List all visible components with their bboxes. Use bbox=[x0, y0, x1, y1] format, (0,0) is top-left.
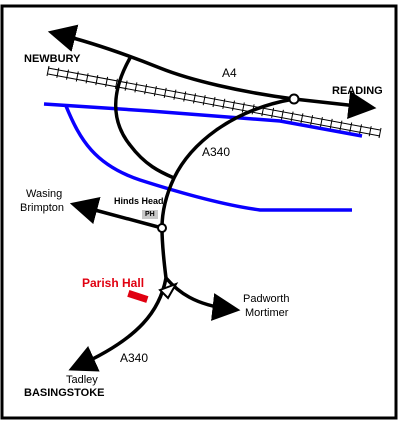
label-a340-north: A340 bbox=[202, 145, 231, 159]
river bbox=[43, 102, 363, 212]
pub-marker-label: PH bbox=[145, 211, 155, 218]
road-wasing bbox=[69, 197, 163, 230]
label-brimpton: Brimpton bbox=[20, 202, 65, 214]
road-a340-north bbox=[160, 97, 295, 229]
label-a4: A4 bbox=[222, 66, 237, 80]
road-a340-mid bbox=[160, 227, 168, 279]
label-reading: READING bbox=[332, 85, 383, 97]
railway-line bbox=[46, 65, 382, 139]
road-link bbox=[114, 57, 175, 180]
pub-marker-box bbox=[142, 210, 158, 219]
roundabout-hinds-head bbox=[157, 223, 167, 233]
label-newbury: NEWBURY bbox=[24, 53, 81, 65]
map-border bbox=[0, 4, 398, 420]
parish-hall-marker bbox=[127, 290, 149, 303]
label-wasing: Wasing bbox=[26, 188, 63, 200]
junction-triangle bbox=[158, 282, 179, 300]
label-mortimer: Mortimer bbox=[245, 307, 289, 319]
label-padworth: Padworth bbox=[243, 293, 290, 305]
label-tadley: Tadley bbox=[66, 374, 98, 386]
road-a4 bbox=[47, 24, 295, 101]
label-basingstoke: BASINGSTOKE bbox=[24, 387, 105, 399]
roundabout-a4 bbox=[288, 93, 300, 105]
road-padworth bbox=[164, 276, 241, 321]
label-parish-hall: Parish Hall bbox=[82, 276, 145, 290]
label-a340-south: A340 bbox=[120, 351, 149, 365]
label-hinds-head: Hinds Head bbox=[114, 196, 164, 206]
road-a4-east bbox=[293, 91, 377, 119]
